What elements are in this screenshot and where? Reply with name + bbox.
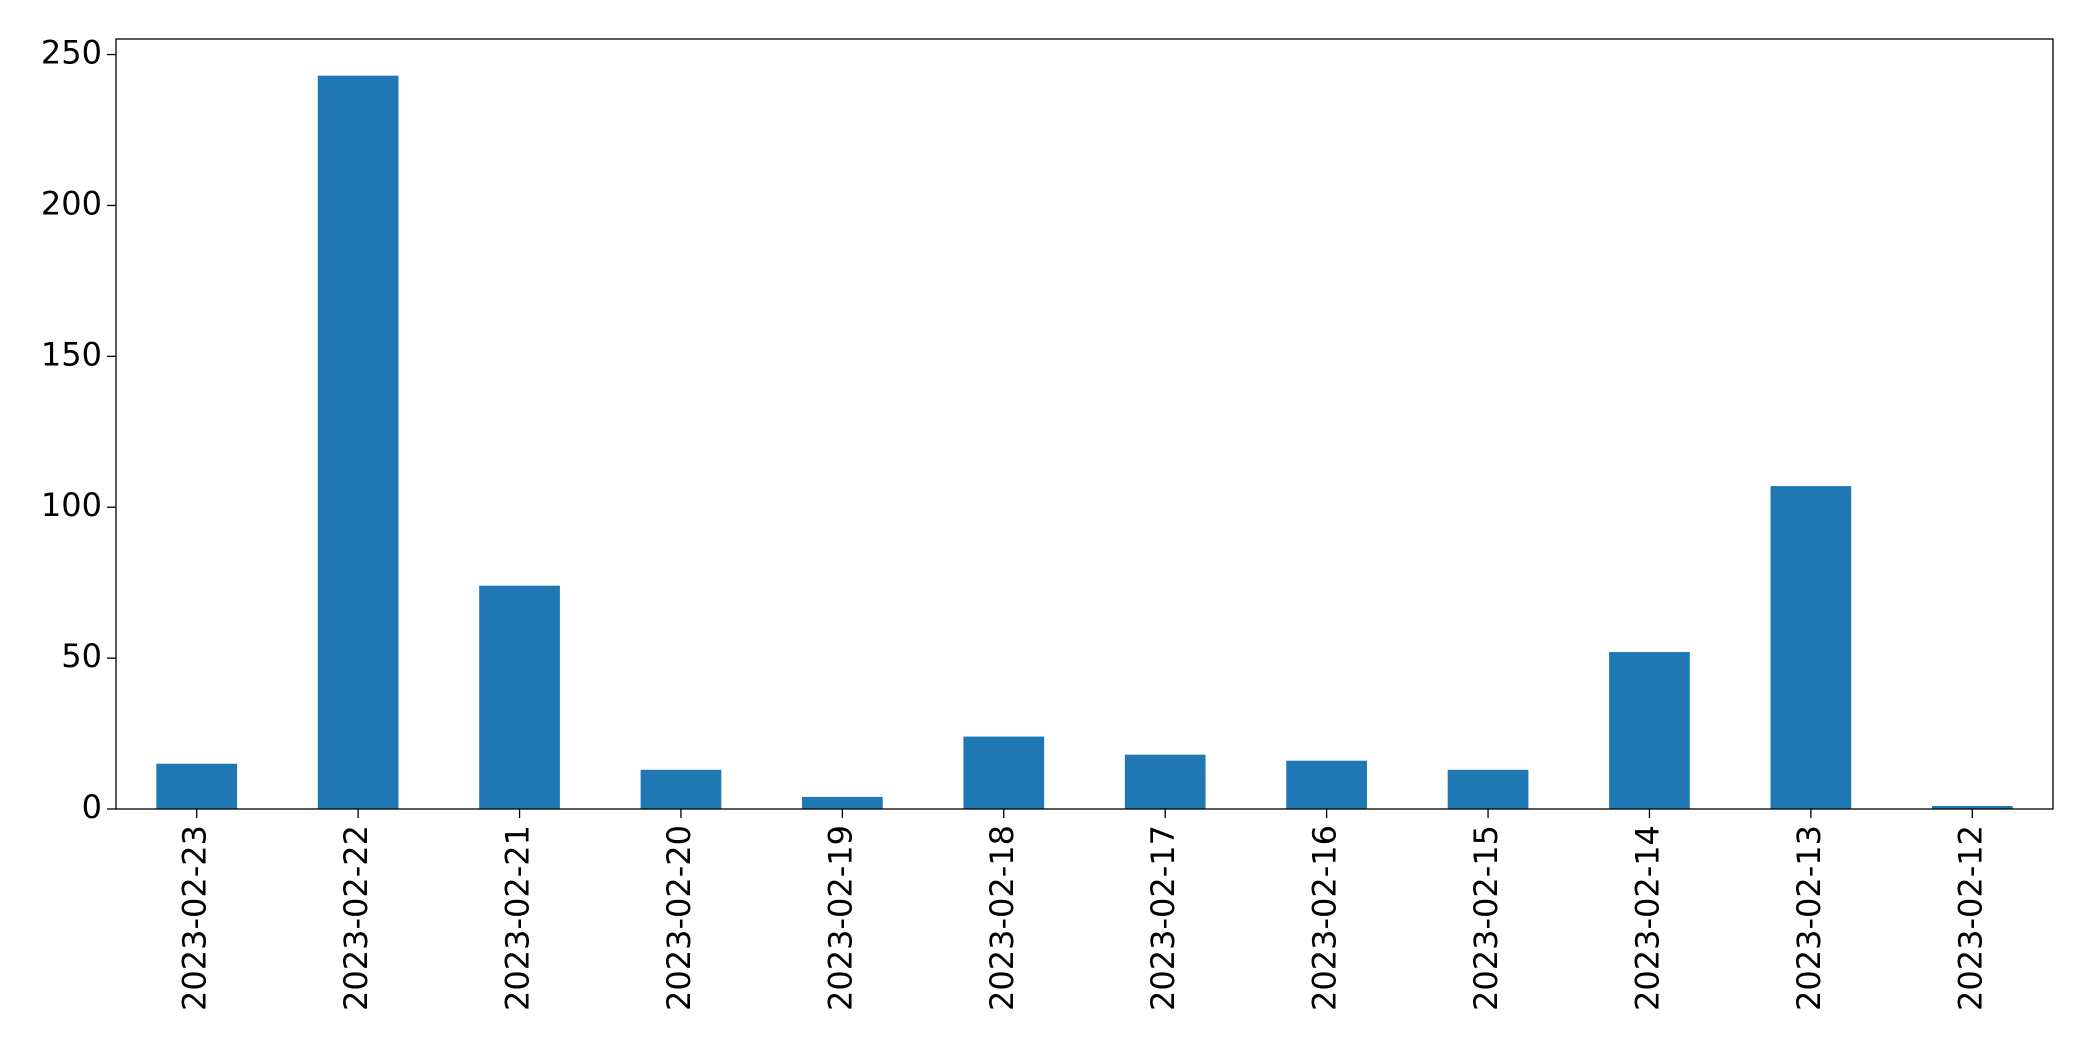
plot-frame bbox=[115, 38, 2054, 810]
y-tick-label: 100 bbox=[41, 486, 102, 524]
x-tick-label: 2023-02-12 bbox=[1951, 825, 1989, 1011]
bar bbox=[1124, 754, 1206, 809]
x-tick-label: 2023-02-16 bbox=[1306, 825, 1344, 1011]
x-tick-label: 2023-02-13 bbox=[1790, 825, 1828, 1011]
x-tick-label: 2023-02-18 bbox=[983, 825, 1021, 1011]
y-tick-label: 250 bbox=[41, 34, 102, 72]
bar bbox=[317, 75, 399, 809]
bar bbox=[1609, 652, 1690, 809]
x-tick-label: 2023-02-20 bbox=[660, 825, 698, 1011]
y-tick-label: 200 bbox=[41, 184, 102, 222]
y-tick-label: 50 bbox=[61, 637, 102, 675]
bar bbox=[1931, 805, 2013, 809]
x-tick-label: 2023-02-17 bbox=[1144, 825, 1182, 1011]
bar bbox=[1286, 760, 1367, 809]
bar bbox=[802, 796, 883, 809]
x-tick-label: 2023-02-14 bbox=[1628, 825, 1666, 1011]
bar bbox=[963, 736, 1045, 809]
bar bbox=[1770, 486, 1852, 809]
x-tick-label: 2023-02-21 bbox=[499, 825, 537, 1011]
bar bbox=[1447, 769, 1529, 809]
x-tick-label: 2023-02-22 bbox=[337, 825, 375, 1011]
x-tick-label: 2023-02-19 bbox=[821, 825, 859, 1011]
y-tick-label: 0 bbox=[82, 788, 102, 826]
x-tick-label: 2023-02-23 bbox=[176, 825, 214, 1011]
bar bbox=[479, 585, 560, 809]
y-tick-label: 150 bbox=[41, 335, 102, 373]
x-tick-label: 2023-02-15 bbox=[1467, 825, 1505, 1011]
bar bbox=[640, 769, 722, 809]
bar bbox=[156, 763, 238, 809]
